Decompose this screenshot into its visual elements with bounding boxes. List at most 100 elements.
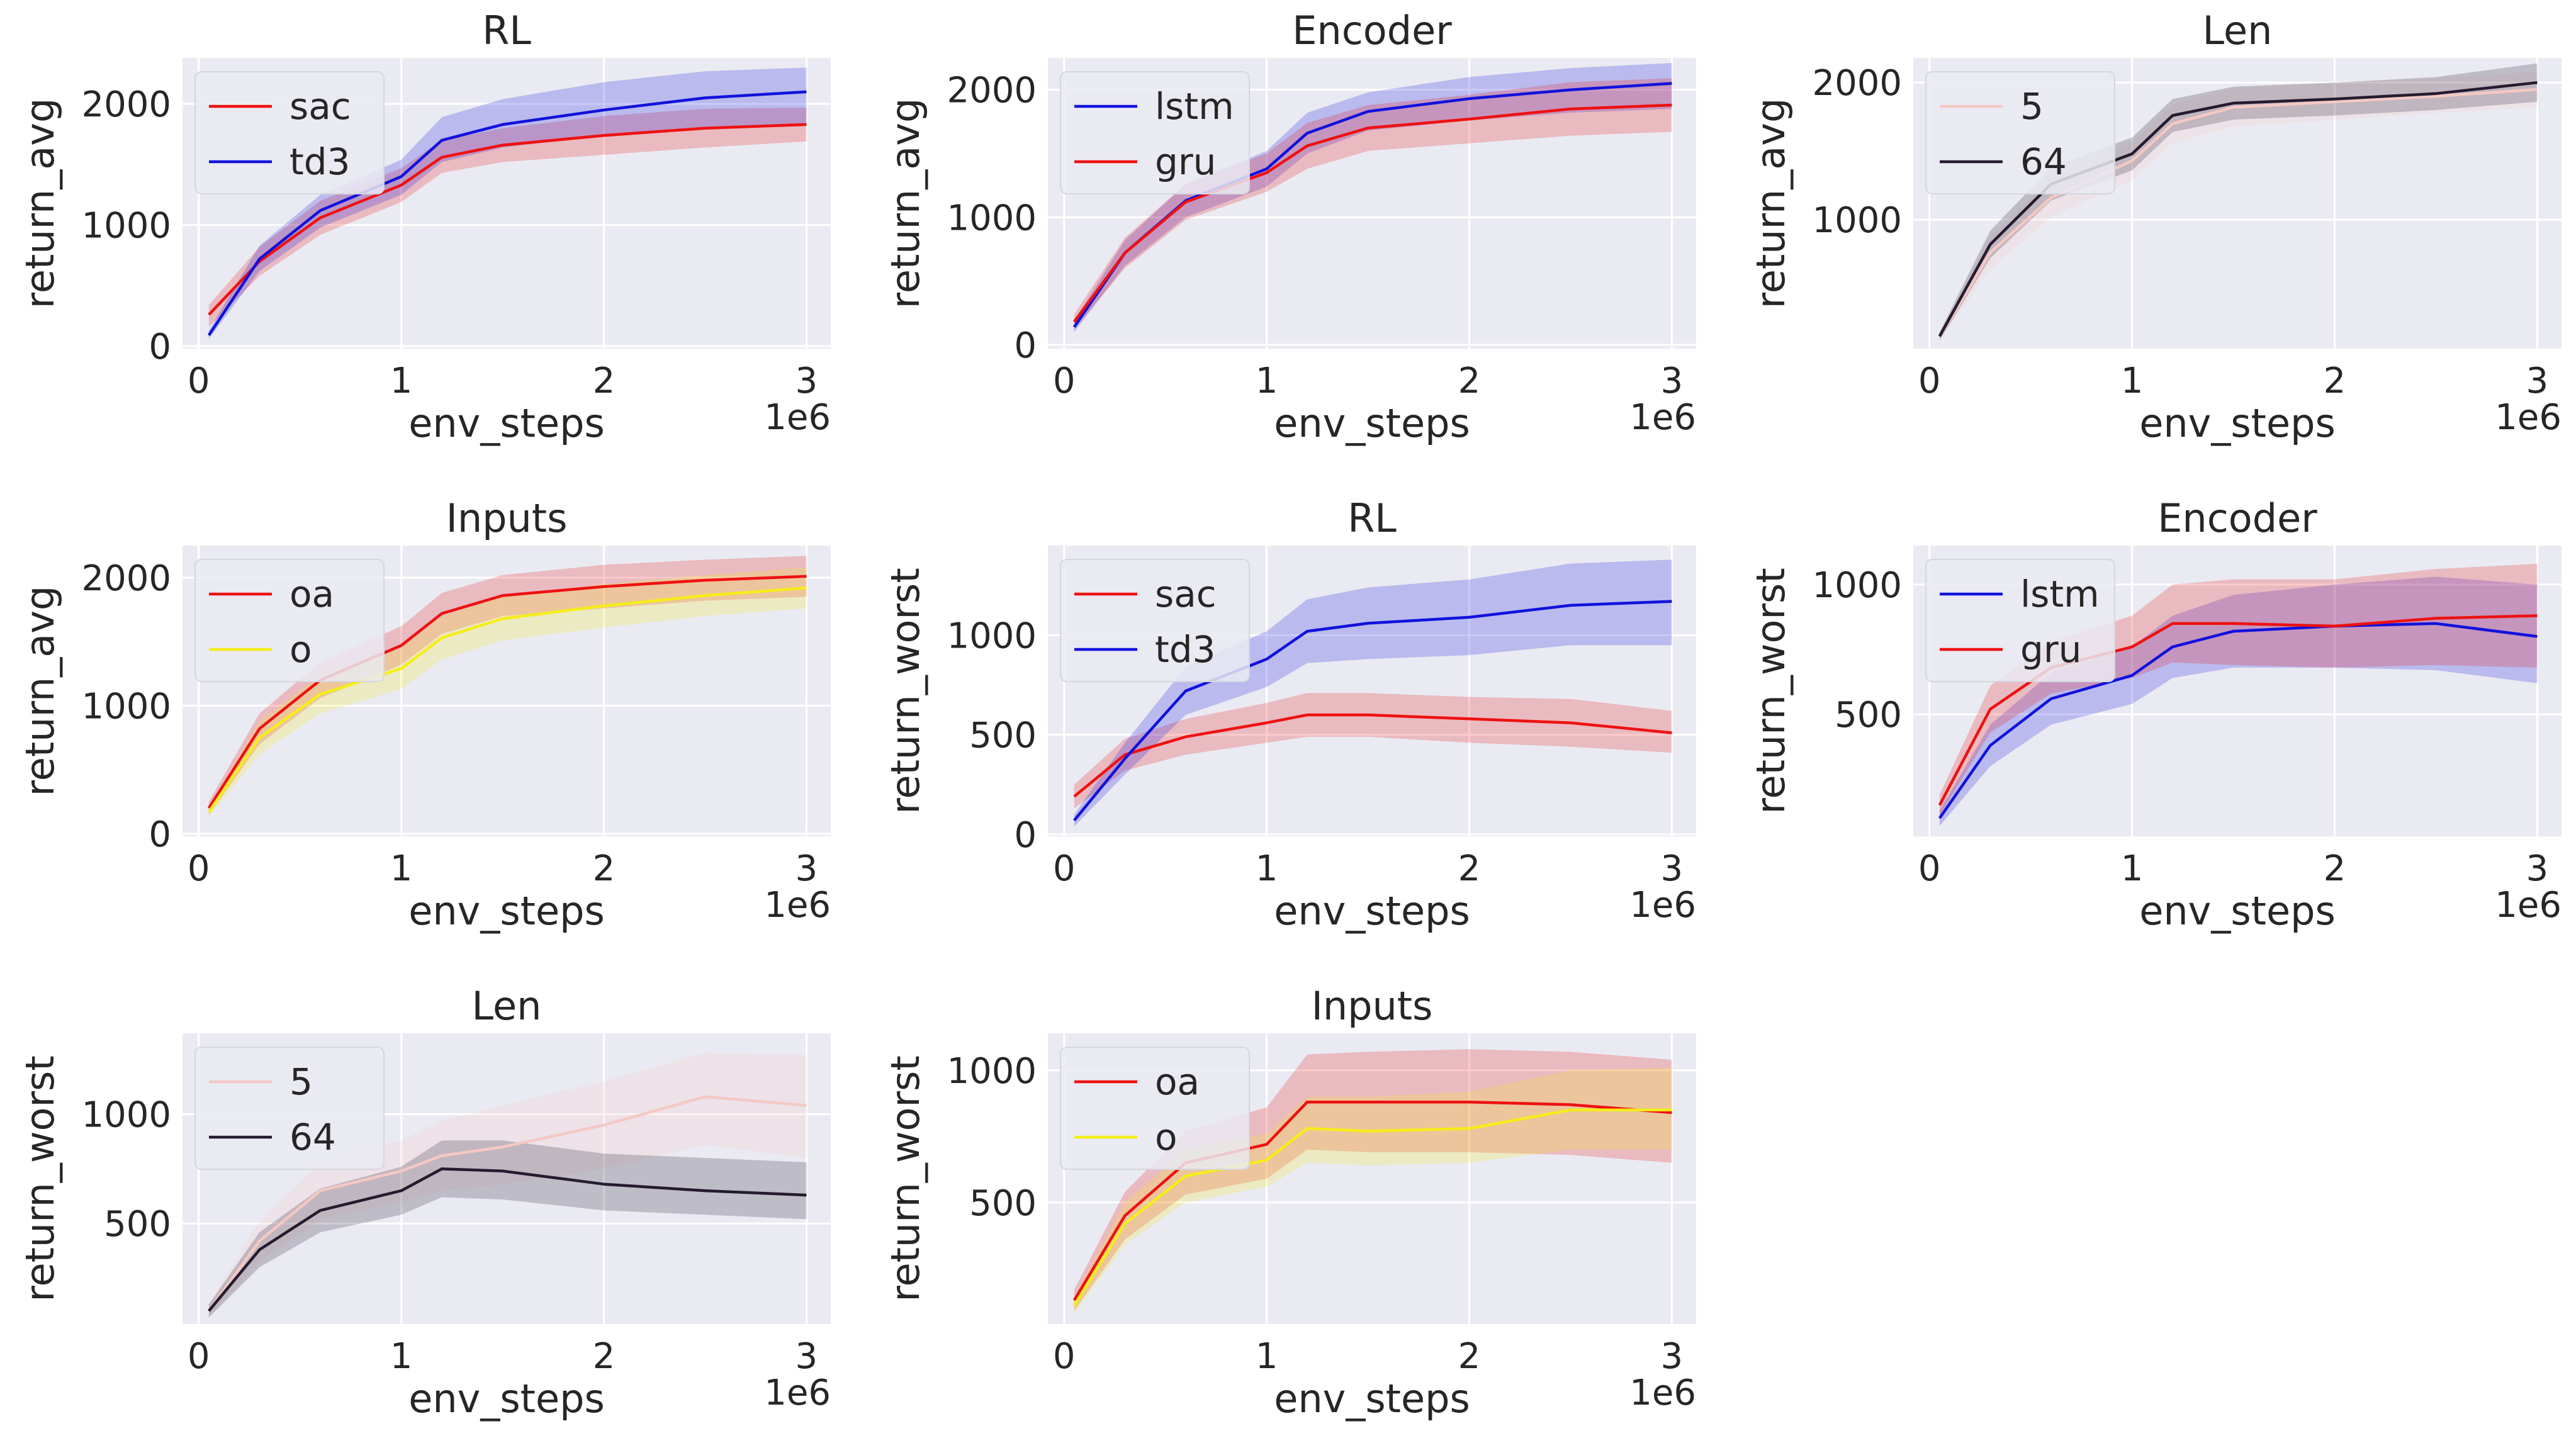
y-tick-label: 1000 xyxy=(947,1051,1037,1092)
legend-box xyxy=(1060,71,1250,194)
line-lstm xyxy=(1938,622,2538,819)
band-64 xyxy=(208,1140,807,1318)
y-tick-label: 1000 xyxy=(947,615,1037,656)
line-o xyxy=(1072,1108,1672,1306)
x-tick-label: 3 xyxy=(796,361,818,401)
band-64 xyxy=(1939,63,2538,340)
line-64 xyxy=(1938,81,2538,337)
line-td3 xyxy=(1073,600,1672,822)
y-tick-label: 1000 xyxy=(81,206,171,247)
y-tick-label: 1000 xyxy=(1812,565,1902,606)
x-tick-label: 2 xyxy=(593,848,616,889)
x-axis-label: env_steps xyxy=(2139,400,2336,446)
y-tick-label: 1000 xyxy=(81,686,171,727)
x-tick-label: 0 xyxy=(188,361,210,401)
line-o xyxy=(207,586,807,813)
legend: oa o xyxy=(194,559,385,682)
band-5 xyxy=(1939,71,2538,340)
line-oa xyxy=(207,575,807,809)
line-gru xyxy=(1938,614,2538,806)
legend-label-td3: td3 xyxy=(290,140,350,183)
x-offset-label: 1e6 xyxy=(764,397,831,438)
subplot-title: Len xyxy=(2203,8,2273,53)
subplot-title: RL xyxy=(482,8,531,53)
y-axis-label: return_worst xyxy=(17,1055,63,1301)
y-tick-label: 1000 xyxy=(81,1095,171,1136)
x-axis-label: env_steps xyxy=(408,1376,605,1422)
y-tick-label: 2000 xyxy=(81,84,171,125)
line-5 xyxy=(207,1095,807,1312)
legend-box xyxy=(194,1047,385,1170)
x-tick-label: 1 xyxy=(390,361,413,401)
legend-box xyxy=(1060,559,1250,682)
subplot-2: 0 1 2 3 0 1000 2000 Encoder env_steps return_avg 1… xyxy=(882,8,1696,446)
band-oa xyxy=(208,556,807,815)
band-gru xyxy=(1939,563,2538,816)
legend-box xyxy=(1925,71,2115,194)
subplot-title: Encoder xyxy=(2157,495,2317,541)
legend-label-lstm: lstm xyxy=(2020,573,2100,615)
x-tick-label: 0 xyxy=(1918,848,1941,889)
x-tick-label: 3 xyxy=(1661,1336,1684,1377)
legend-box xyxy=(1060,1047,1250,1170)
series-group xyxy=(1073,559,1672,827)
y-tick-label: 500 xyxy=(1835,695,1902,736)
x-tick-label: 2 xyxy=(2324,361,2346,401)
x-offset-label: 1e6 xyxy=(764,1373,831,1413)
y-axis-label: return_worst xyxy=(1748,568,1794,814)
y-axis-label: return_avg xyxy=(882,98,928,309)
x-tick-label: 1 xyxy=(2121,848,2144,889)
legend-label-64: 64 xyxy=(2020,140,2067,183)
legend: lstm gru xyxy=(1060,71,1250,194)
x-offset-label: 1e6 xyxy=(1629,397,1696,438)
legend-label-td3: td3 xyxy=(1155,628,1215,671)
y-tick-label: 500 xyxy=(104,1204,171,1245)
series-group xyxy=(1072,1049,1672,1314)
line-64 xyxy=(208,1167,807,1312)
line-td3 xyxy=(207,90,807,337)
line-oa xyxy=(1072,1100,1672,1301)
x-tick-label: 3 xyxy=(1661,848,1684,889)
x-axis-label: env_steps xyxy=(1274,400,1470,446)
legend-label-sac: sac xyxy=(1155,573,1217,615)
x-tick-label: 3 xyxy=(796,1336,818,1377)
subplot-1: 0 1 2 3 0 1000 2000 RL env_steps return_avg 1e6 sac… xyxy=(17,8,831,446)
legend-box xyxy=(194,71,385,194)
y-tick-label: 0 xyxy=(149,327,171,368)
legend-label-sac: sac xyxy=(290,85,351,128)
x-tick-label: 3 xyxy=(2526,361,2549,401)
x-tick-label: 0 xyxy=(188,848,210,889)
series-group xyxy=(1938,563,2538,826)
x-tick-label: 1 xyxy=(1256,1336,1278,1377)
subplot-8: 0 1 2 3 500 1000 Inputs env_steps return_worst 1e… xyxy=(882,983,1696,1422)
legend-label-64: 64 xyxy=(290,1116,336,1159)
band-oa xyxy=(1074,1049,1672,1311)
x-tick-label: 1 xyxy=(2121,361,2144,401)
x-tick-label: 3 xyxy=(796,848,818,889)
subplot-title: Encoder xyxy=(1292,8,1452,53)
x-offset-label: 1e6 xyxy=(1629,1373,1696,1413)
series-group xyxy=(1938,63,2538,340)
line-sac xyxy=(208,123,807,316)
series-group xyxy=(207,1053,807,1318)
legend-label-5: 5 xyxy=(2020,85,2044,128)
x-tick-label: 0 xyxy=(1918,361,1941,401)
band-td3 xyxy=(1074,559,1672,827)
y-tick-label: 2000 xyxy=(81,558,171,599)
y-axis-label: return_avg xyxy=(1748,98,1794,309)
x-tick-label: 2 xyxy=(1458,361,1481,401)
band-5 xyxy=(208,1053,807,1318)
legend-label-gru: gru xyxy=(1155,140,1216,183)
x-tick-label: 0 xyxy=(1053,848,1076,889)
x-tick-label: 2 xyxy=(2324,848,2346,889)
legend-label-oa: oa xyxy=(1155,1060,1200,1103)
y-axis-label: return_worst xyxy=(882,1055,928,1301)
x-tick-label: 1 xyxy=(390,848,413,889)
subplot-6: 0 1 2 3 500 1000 Encoder env_steps return_worst 1… xyxy=(1748,495,2562,934)
subplot-7: 0 1 2 35001000Lenenv_stepsreturn_worst1e656… xyxy=(17,983,831,1422)
x-tick-label: 3 xyxy=(1661,361,1684,401)
y-tick-label: 0 xyxy=(149,814,171,855)
legend-label-gru: gru xyxy=(2020,628,2081,671)
